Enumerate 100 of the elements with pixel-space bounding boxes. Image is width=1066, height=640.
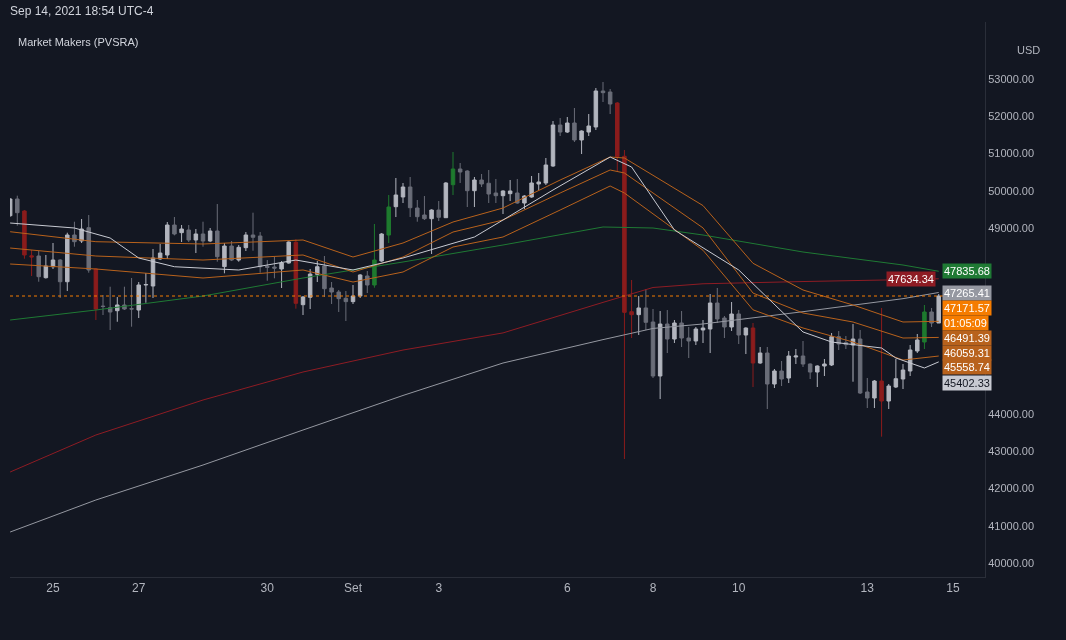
line-series: [10, 156, 940, 369]
candlestick: [450, 151, 456, 196]
candlestick: [500, 189, 506, 215]
candlestick: [507, 179, 513, 202]
candlestick: [815, 364, 820, 388]
candlestick: [772, 368, 777, 389]
candlestick: [736, 309, 741, 345]
candlestick: [565, 116, 570, 134]
candlestick: [743, 326, 749, 355]
candlestick: [707, 293, 713, 354]
data-label: 45558.74: [944, 361, 990, 373]
data-label: 47835.68: [944, 265, 990, 277]
y-tick-label: 53000.00: [988, 72, 1035, 85]
candlestick: [765, 346, 770, 410]
candlestick: [429, 208, 434, 255]
candlestick: [415, 199, 420, 223]
y-tick-label: 41000.00: [988, 519, 1035, 532]
candlestick: [879, 307, 884, 438]
y-tick-label: 43000.00: [988, 445, 1035, 458]
candlestick: [365, 270, 370, 294]
y-tick-label: 42000.00: [988, 482, 1035, 495]
candlestick: [936, 293, 941, 324]
candlestick: [207, 227, 213, 243]
candlestick: [422, 195, 427, 221]
candlestick: [300, 295, 306, 316]
candlestick: [872, 379, 877, 409]
candlestick: [607, 88, 613, 115]
candlestick: [265, 259, 270, 282]
candlestick: [100, 294, 106, 316]
candlestick: [900, 363, 906, 390]
candlestick: [136, 281, 141, 319]
candlestick: [715, 287, 720, 324]
x-tick-label: 15: [946, 581, 960, 596]
x-tick-label: 6: [563, 581, 571, 596]
candlestick: [472, 176, 477, 208]
candlestick: [665, 309, 670, 354]
text: Sep 14, 2021 18:54 UTC-4: [10, 4, 154, 18]
candlestick: [679, 310, 684, 348]
candlestick: [536, 172, 541, 191]
candlestick: [393, 177, 399, 218]
candlestick: [700, 319, 706, 344]
candlestick: [465, 169, 470, 208]
candlestick: [572, 107, 577, 143]
data-label: 47265.41: [944, 287, 990, 299]
candlestick: [929, 307, 934, 328]
candlestick: [336, 289, 341, 313]
candlestick: [865, 377, 870, 409]
candlestick: [557, 117, 563, 137]
candlestick: [822, 358, 827, 377]
x-tick-label: 10: [732, 581, 746, 596]
candlestick: [672, 319, 677, 344]
candlestick: [515, 178, 520, 205]
candlestick: [322, 255, 327, 298]
candlestick: [636, 295, 641, 336]
annotation: 01:05:09: [944, 317, 987, 329]
candlestick: [479, 173, 484, 188]
candlestick: [529, 175, 534, 199]
candlestick: [272, 256, 277, 279]
candlestick: [65, 232, 70, 292]
candlestick: [643, 288, 649, 331]
candlestick: [93, 267, 99, 321]
candlestick: [36, 250, 41, 283]
candlestick: [593, 87, 599, 131]
candlestick: [200, 221, 206, 248]
candlestick: [457, 162, 463, 184]
line-series: [10, 226, 940, 321]
line-series: [10, 169, 940, 339]
candlestick: [729, 301, 734, 332]
candlestick: [129, 277, 134, 328]
candlestick: [165, 221, 170, 260]
candlestick: [550, 120, 556, 168]
data-label: 47634.34: [888, 273, 934, 285]
candlestick: [222, 242, 227, 274]
candlestick: [400, 182, 406, 204]
y-tick-label: 51000.00: [988, 147, 1035, 160]
candlestick: [293, 238, 299, 310]
y-tick-label: 50000.00: [988, 184, 1035, 197]
candlestick: [143, 272, 149, 304]
candlestick: [722, 315, 727, 339]
candlestick: [193, 228, 199, 254]
candlestick: [650, 308, 656, 379]
candlestick: [115, 296, 120, 323]
candlestick: [893, 358, 899, 389]
text: Market Makers (PVSRA): [18, 35, 139, 48]
candlestick: [779, 360, 784, 387]
y-axis-title: USD: [1017, 44, 1041, 56]
y-tick-label: 49000.00: [988, 221, 1035, 234]
candlestick: [386, 194, 391, 244]
candlestick: [357, 273, 363, 299]
data-label: 46491.39: [944, 332, 990, 344]
candlestick: [615, 101, 620, 172]
candlestick: [922, 304, 927, 350]
candlestick: [486, 169, 491, 204]
candlestick: [693, 326, 699, 346]
candlestick: [57, 258, 63, 299]
candlestick: [315, 260, 320, 283]
candlestick: [800, 340, 806, 368]
x-tick-label: 8: [649, 581, 657, 596]
candlestick: [757, 346, 763, 365]
line-series: [10, 185, 940, 361]
